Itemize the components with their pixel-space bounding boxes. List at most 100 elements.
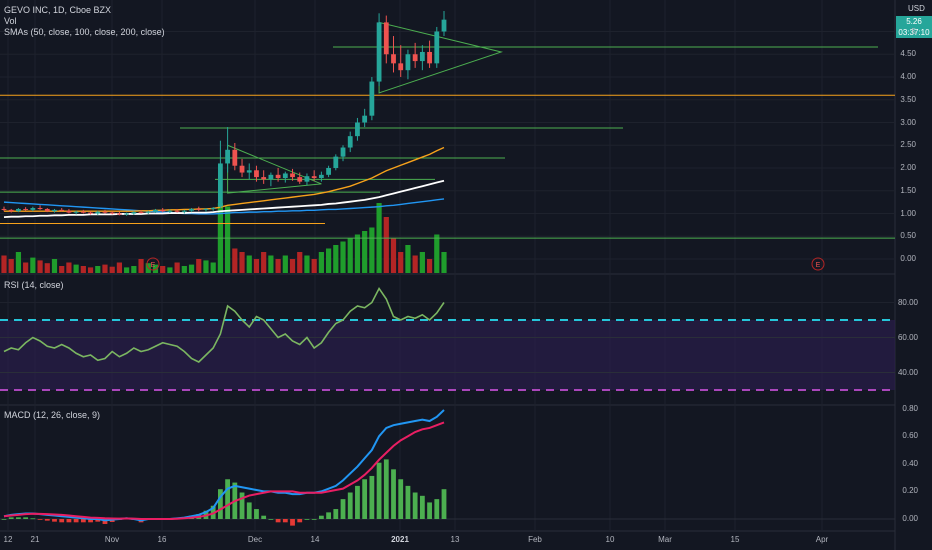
rsi-band: [0, 320, 895, 390]
candle-body: [217, 163, 223, 207]
volume-bar: [196, 259, 202, 273]
macd-histogram-bar: [347, 492, 353, 519]
earnings-marker: [146, 257, 160, 271]
candle-body: [145, 211, 151, 213]
volume-bar: [73, 264, 79, 273]
price-tick-label: 0.00: [900, 254, 916, 263]
volume-bar: [340, 241, 346, 273]
candle-body: [95, 211, 101, 214]
candle-body: [153, 209, 158, 212]
macd-histogram-bar: [304, 519, 310, 520]
price-tick-label: 4.50: [900, 49, 916, 59]
sma200-line: [3, 198, 445, 215]
candle-body: [181, 210, 187, 212]
macd-histogram-bar: [369, 475, 375, 519]
volume-bar: [210, 262, 216, 273]
volume-bar: [289, 259, 296, 273]
macd-histogram-bar: [1, 519, 7, 520]
volume-bar: [390, 238, 397, 273]
candle-body: [117, 213, 122, 215]
volume-bar: [109, 266, 115, 273]
macd-histogram-bar: [246, 502, 252, 519]
macd-histogram-bar: [16, 517, 21, 519]
volume-bar: [8, 259, 14, 273]
volume-bar: [412, 255, 418, 273]
candle-body: [73, 211, 79, 213]
macd-histogram-bar: [275, 519, 281, 523]
candle-body: [355, 122, 360, 137]
macd-histogram-bar: [66, 519, 72, 523]
macd-histogram-bar: [398, 479, 404, 519]
candle-body: [369, 81, 375, 116]
macd-histogram-bar: [376, 462, 382, 519]
macd-signal-line: [3, 421, 445, 520]
volume-bar: [239, 252, 245, 273]
sma50-line: [4, 146, 445, 212]
volume-bar: [347, 238, 353, 273]
macd-histogram-bar: [23, 517, 29, 519]
volume-bar: [131, 266, 137, 273]
volume-bar: [174, 262, 180, 273]
volume-bar: [304, 255, 310, 273]
price-tick-label: 3.50: [900, 94, 916, 104]
volume-bar: [232, 248, 238, 273]
volume-bar: [37, 260, 43, 273]
macd-histogram-bar: [30, 518, 36, 520]
volume-bar: [30, 257, 36, 273]
macd-histogram-bar: [102, 519, 108, 524]
candle-body: [131, 212, 137, 214]
volume-bar: [138, 259, 144, 273]
macd-histogram-bar: [254, 509, 259, 519]
price-tick-label: 3.00: [900, 117, 916, 127]
volume-bar: [246, 255, 252, 273]
candle-body: [225, 149, 231, 164]
earnings-marker-label: E: [816, 262, 821, 269]
candle-body: [239, 165, 245, 173]
macd-histogram-bar: [326, 512, 331, 519]
earnings-marker-label: E: [151, 262, 156, 269]
volume-bar: [124, 267, 130, 273]
price-tick-label: 2.50: [900, 140, 916, 150]
volume-bar: [383, 217, 389, 273]
volume-bar: [66, 262, 72, 273]
candle-body: [318, 174, 324, 179]
macd-histogram-bar: [73, 519, 79, 523]
macd-histogram-bar: [217, 489, 223, 519]
rsi-label: RSI (14, close): [4, 280, 64, 290]
rsi-line: [3, 286, 445, 363]
candle-body: [254, 170, 259, 178]
candle-body: [1, 208, 7, 210]
macd-histogram-bar: [383, 459, 389, 519]
macd-tick-label: 0.20: [902, 486, 918, 496]
time-tick-label: 2021: [391, 535, 409, 544]
candle-body: [232, 149, 238, 166]
candle-body: [88, 212, 93, 214]
volume-bar: [362, 231, 368, 273]
candle-body: [340, 147, 346, 157]
macd-histogram-bar: [391, 469, 396, 519]
candle-body: [304, 176, 310, 182]
candle-body: [347, 136, 353, 148]
macd-histogram-bar: [311, 519, 317, 520]
candle-body: [434, 31, 440, 64]
macd-histogram-bar: [59, 519, 65, 523]
candle-body: [311, 176, 317, 179]
time-tick-label: 15: [730, 535, 740, 544]
time-tick-label: 21: [30, 535, 40, 544]
volume-bar: [275, 259, 281, 273]
volume-bar: [23, 262, 29, 273]
time-tick-label: Mar: [658, 535, 672, 544]
candle-body: [16, 208, 21, 212]
macd-histogram-bar: [340, 499, 346, 519]
volume-bar: [188, 264, 195, 273]
earnings-marker: [811, 257, 825, 271]
candle-body: [246, 170, 252, 173]
candle-body: [290, 173, 295, 178]
vol-label: Vol: [4, 16, 17, 26]
candle-body: [167, 210, 173, 212]
volume-bar: [87, 267, 94, 273]
macd-histogram-bar: [441, 489, 447, 519]
macd-histogram-bar: [355, 485, 360, 519]
